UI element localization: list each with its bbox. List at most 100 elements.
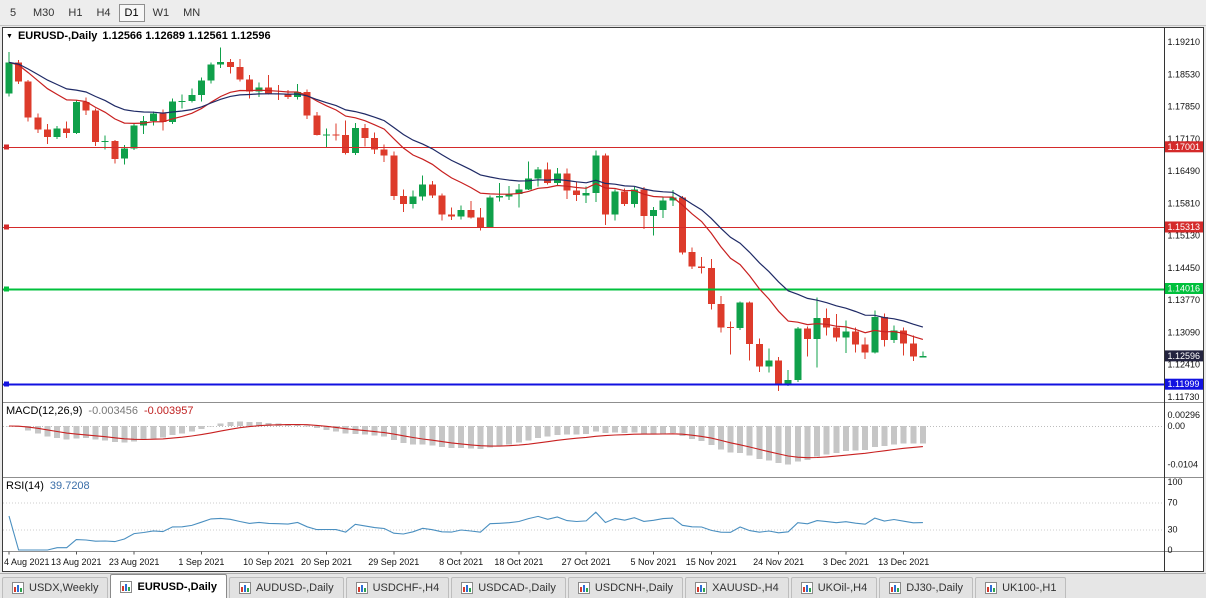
date-axis-label: 20 Sep 2021: [301, 557, 352, 567]
chart-tab-ukoil-h4[interactable]: UKOil-,H4: [790, 577, 878, 598]
symbol-dropdown-icon[interactable]: ▼: [6, 32, 13, 40]
rsi-value: 39.7208: [49, 480, 90, 492]
timeframe-button-h4[interactable]: H4: [96, 6, 111, 19]
hline-handle[interactable]: [4, 286, 9, 292]
tab-label: USDX,Weekly: [29, 582, 99, 594]
price-axis-label: 1.17850: [1168, 102, 1201, 112]
date-axis-label: 3 Dec 2021: [823, 557, 869, 567]
date-axis-label: 10 Sep 2021: [243, 557, 294, 567]
chart-tab-usdcnh-daily[interactable]: USDCNH-,Daily: [567, 577, 684, 598]
date-axis-label: 1 Sep 2021: [178, 557, 224, 567]
price-axis-label: 1.13090: [1168, 328, 1201, 338]
mini-chart-icon: [800, 582, 813, 594]
rsi-indicator-name: RSI(14): [6, 480, 44, 492]
candles: [5, 47, 927, 391]
mini-chart-icon: [889, 582, 902, 594]
chart-tab-usdchf-h4[interactable]: USDCHF-,H4: [345, 577, 450, 598]
macd-signal-line: [8, 423, 923, 459]
rsi-pane-label: RSI(14) 39.7208: [6, 480, 90, 492]
tab-label: XAUUSD-,H4: [712, 582, 779, 594]
tab-label: USDCNH-,Daily: [594, 582, 674, 594]
price-axis-label: 1.18530: [1168, 69, 1201, 79]
date-axis-label: 27 Oct 2021: [562, 557, 611, 567]
tab-label: EURUSD-,Daily: [137, 580, 217, 593]
macd-indicator-name: MACD(12,26,9): [6, 405, 83, 417]
price-axis-label: 1.16490: [1168, 166, 1201, 176]
price-tag-1.15313[interactable]: 1.15313: [1165, 221, 1203, 233]
tab-label: UK100-,H1: [1002, 582, 1057, 594]
mini-chart-icon: [695, 582, 708, 594]
hline-handle[interactable]: [4, 224, 9, 230]
chart-title: ▼ EURUSD-,Daily 1.12566 1.12689 1.12561 …: [6, 30, 271, 42]
tab-label: USDCHF-,H4: [372, 582, 440, 594]
macd-signal-value: -0.003957: [143, 405, 194, 417]
mini-chart-icon: [461, 582, 474, 594]
mini-chart-icon: [577, 582, 590, 594]
price-axis-label: 1.17170: [1168, 134, 1201, 144]
chart-ohlc-values: 1.12566 1.12689 1.12561 1.12596: [102, 30, 271, 42]
macd-axis-label: 0.00296: [1168, 410, 1201, 420]
price-axis-label: 1.12410: [1168, 360, 1201, 370]
price-axis-label: 1.15810: [1168, 198, 1201, 208]
moving-average-13: [8, 61, 924, 340]
timeframe-button-mn[interactable]: MN: [183, 6, 201, 19]
price-tag-1.14016[interactable]: 1.14016: [1165, 283, 1203, 294]
hline-handle[interactable]: [4, 144, 9, 150]
chart-tab-audusd-daily[interactable]: AUDUSD-,Daily: [228, 577, 344, 598]
price-axis-label: 1.14450: [1168, 263, 1201, 273]
date-axis-label: 5 Nov 2021: [630, 557, 676, 567]
rsi-axis-label: 0: [1168, 545, 1173, 555]
date-axis-label: 23 Aug 2021: [109, 557, 160, 567]
svg-text:1.14016: 1.14016: [1168, 284, 1201, 294]
timeframe-button-5[interactable]: 5: [9, 6, 17, 19]
tab-label: UKOil-,H4: [817, 582, 868, 594]
chart-tab-eurusd-daily[interactable]: EURUSD-,Daily: [110, 574, 227, 598]
svg-text:1.17001: 1.17001: [1168, 142, 1201, 152]
macd-axis-label: -0.0104: [1168, 459, 1199, 469]
chart-tab-usdx-weekly[interactable]: USDX,Weekly: [2, 577, 109, 598]
chart-tab-dj30-daily[interactable]: DJ30-,Daily: [879, 577, 974, 598]
chart-tabbar: USDX,Weekly EURUSD-,Daily AUDUSD-,Daily USD…: [0, 573, 1206, 598]
rsi-axis-label: 70: [1168, 497, 1178, 507]
macd-main-value: -0.003456: [88, 405, 138, 417]
price-tag-1.11999[interactable]: 1.11999: [1165, 378, 1203, 390]
rsi-line: [8, 511, 923, 551]
tab-label: USDCAD-,Daily: [478, 582, 556, 594]
macd-histogram: [6, 421, 926, 465]
date-axis-label: 13 Dec 2021: [878, 557, 929, 567]
price-axis-label: 1.19210: [1168, 37, 1201, 47]
svg-text:1.11999: 1.11999: [1168, 379, 1200, 389]
mini-chart-icon: [238, 582, 251, 594]
chart-window: 4 Aug 2021 13 Aug 2021 23 Aug 2021 1 Sep 20…: [2, 27, 1204, 572]
price-chart-canvas[interactable]: 4 Aug 2021 13 Aug 2021 23 Aug 2021 1 Sep 20…: [3, 28, 1203, 571]
macd-axis-label: 0.00: [1168, 421, 1186, 431]
timeframe-button-m30[interactable]: M30: [33, 6, 55, 19]
date-axis-label: 29 Sep 2021: [368, 557, 419, 567]
mini-chart-icon: [985, 582, 998, 594]
svg-text:1.15313: 1.15313: [1168, 222, 1201, 232]
timeframe-button-w1[interactable]: W1: [152, 6, 170, 19]
date-axis-label: 24 Nov 2021: [753, 557, 804, 567]
date-axis-label: 18 Oct 2021: [494, 557, 543, 567]
mini-chart-icon: [12, 582, 24, 594]
svg-text:1.12596: 1.12596: [1168, 351, 1201, 361]
price-tag-1.17001[interactable]: 1.17001: [1165, 141, 1203, 153]
hline-handle[interactable]: [4, 381, 9, 387]
price-axis-label: 1.11730: [1168, 392, 1200, 402]
chart-tab-xauusd-h4[interactable]: XAUUSD-,H4: [685, 577, 789, 598]
timeframe-toolbar: 5 M30 H1 H4 D1 W1 MN: [0, 0, 1206, 26]
tab-label: DJ30-,Daily: [906, 582, 964, 594]
rsi-axis-label: 100: [1168, 477, 1183, 487]
chart-tab-usdcad-daily[interactable]: USDCAD-,Daily: [451, 577, 566, 598]
date-axis-label: 8 Oct 2021: [439, 557, 483, 567]
date-axis-label: 15 Nov 2021: [686, 557, 737, 567]
macd-pane-label: MACD(12,26,9) -0.003456 -0.003957: [6, 405, 194, 417]
timeframe-button-d1[interactable]: D1: [118, 3, 145, 22]
rsi-axis-label: 30: [1168, 525, 1178, 535]
price-axis-label: 1.15130: [1168, 231, 1201, 241]
price-tag-1.12596[interactable]: 1.12596: [1165, 350, 1203, 362]
date-axis-label: 4 Aug 2021: [4, 557, 50, 567]
mini-chart-icon: [120, 580, 133, 593]
timeframe-button-h1[interactable]: H1: [68, 6, 83, 19]
chart-tab-uk100-h1[interactable]: UK100-,H1: [975, 577, 1067, 598]
